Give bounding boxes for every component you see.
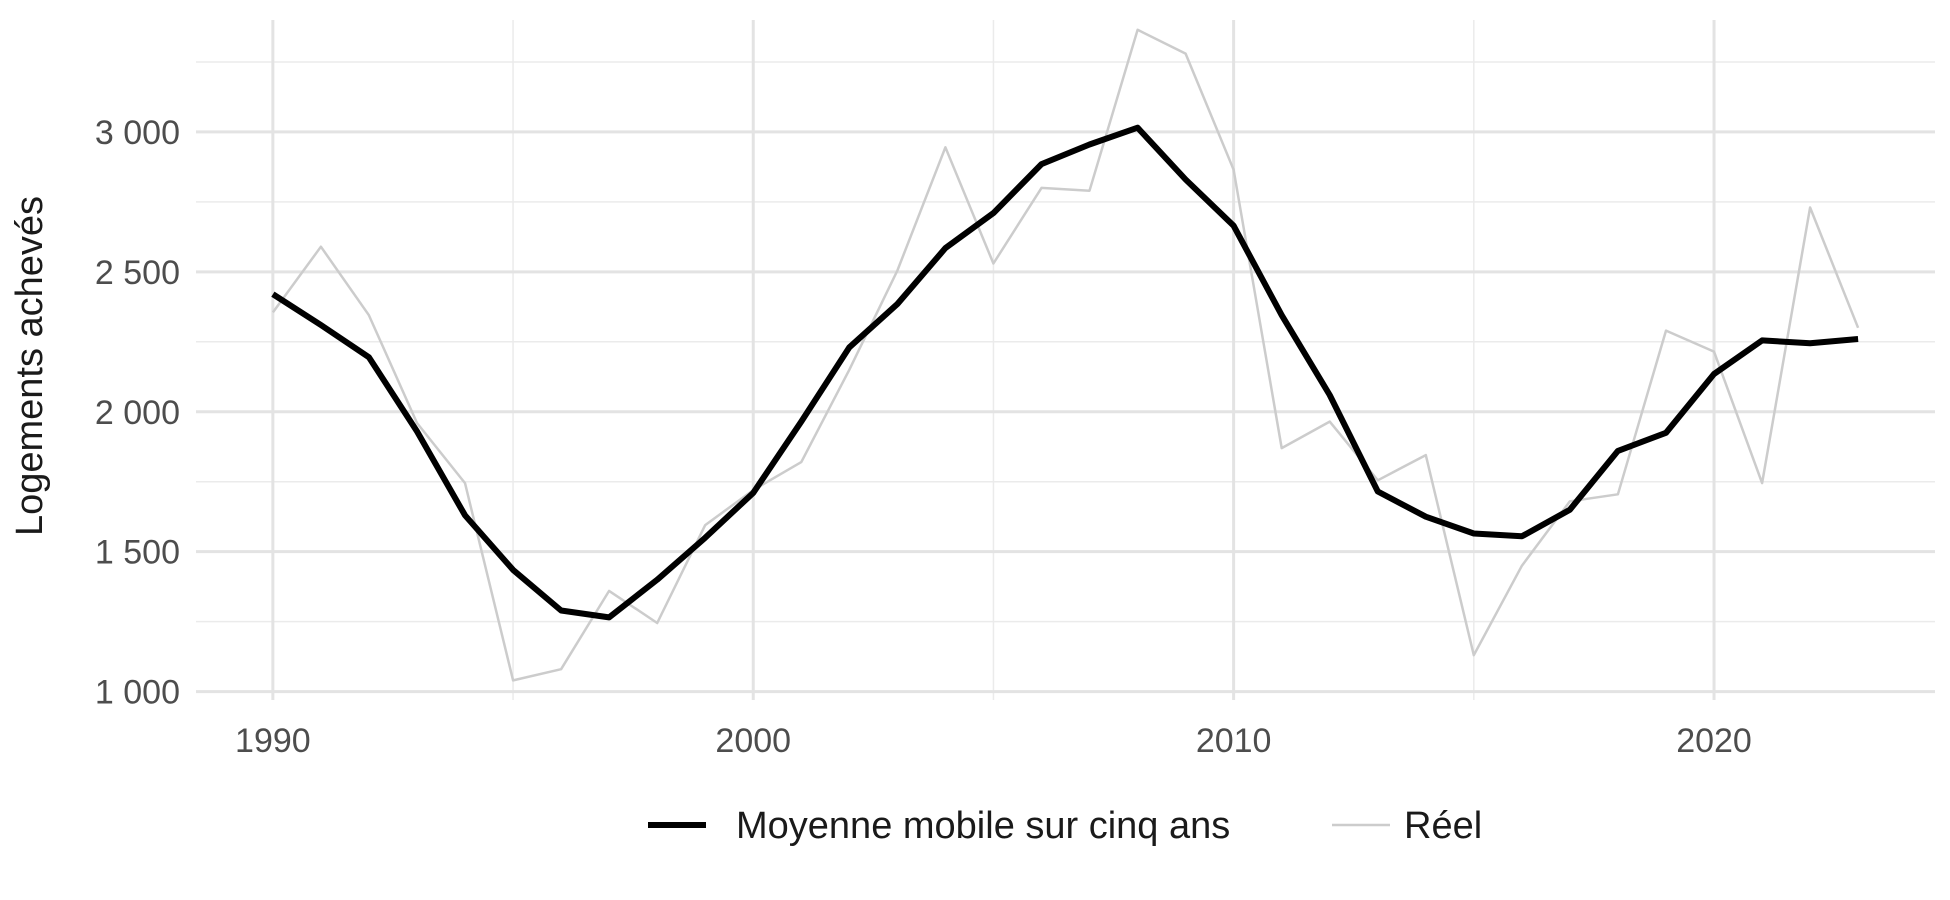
x-tick-label: 2020 <box>1676 722 1752 760</box>
x-tick-label: 2000 <box>715 722 791 760</box>
y-tick-label: 2 500 <box>95 254 180 292</box>
x-axis-tick-labels: 1990 2000 2010 2020 <box>235 722 1752 760</box>
y-tick-label: 3 000 <box>95 114 180 152</box>
series-line-moving-average <box>271 124 1859 621</box>
x-tick-label: 2010 <box>1196 722 1272 760</box>
y-tick-label: 2 000 <box>95 394 180 432</box>
legend: Moyenne mobile sur cinq ans Réel <box>648 805 1482 847</box>
series-layer <box>271 28 1860 682</box>
series-line-actual <box>271 28 1860 682</box>
y-tick-label: 1 500 <box>95 534 180 572</box>
legend-item-actual: Réel <box>1332 805 1482 847</box>
legend-label: Moyenne mobile sur cinq ans <box>736 805 1230 847</box>
y-axis-title: Logements achevés <box>9 196 51 536</box>
x-tick-label: 1990 <box>235 722 311 760</box>
y-axis-tick-labels: 1 000 1 500 2 000 2 500 3 000 <box>95 114 180 712</box>
y-tick-label: 1 000 <box>95 674 180 712</box>
minor-gridlines <box>196 20 1935 700</box>
major-gridlines <box>196 20 1935 700</box>
legend-item-moving-average: Moyenne mobile sur cinq ans <box>648 805 1230 847</box>
legend-label: Réel <box>1404 805 1482 847</box>
